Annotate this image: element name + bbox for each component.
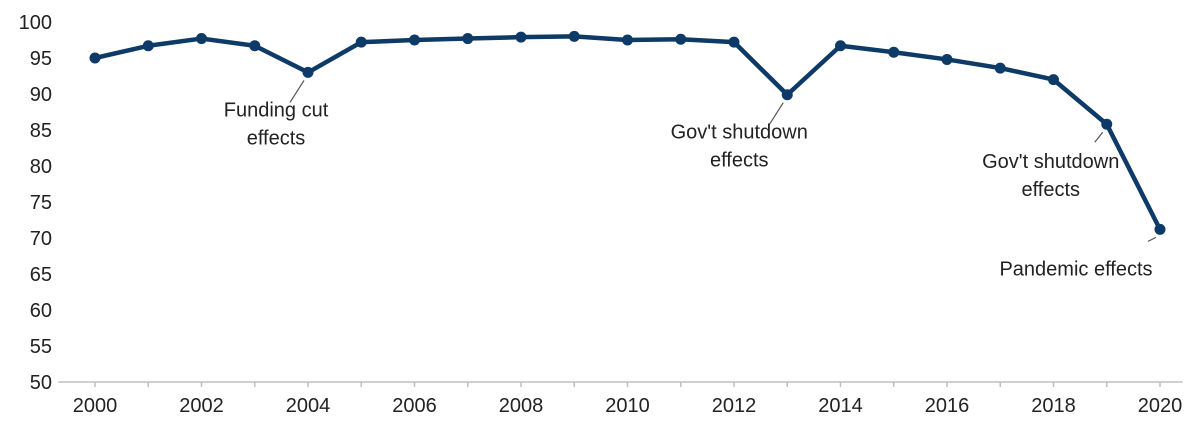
annotation-leader-line xyxy=(1147,236,1157,242)
data-point xyxy=(409,34,420,46)
x-tick-label: 2020 xyxy=(1138,395,1183,416)
y-tick-label: 95 xyxy=(30,48,52,70)
data-point xyxy=(888,46,900,58)
data-point xyxy=(89,52,101,64)
y-tick-label: 55 xyxy=(30,336,52,358)
annotation-label: effects xyxy=(1021,179,1080,201)
annotation-leader-line xyxy=(1094,131,1104,143)
data-point xyxy=(515,31,527,43)
annotation-label: Funding cut xyxy=(224,99,329,121)
x-tick-label: 2004 xyxy=(286,395,331,416)
data-point xyxy=(994,62,1006,74)
annotation: Funding cut effects xyxy=(224,80,329,149)
data-point xyxy=(1101,118,1113,130)
data-point xyxy=(142,40,154,52)
data-point xyxy=(941,53,953,65)
y-tick-label: 80 xyxy=(30,156,52,178)
x-tick-label: 2014 xyxy=(818,395,863,416)
y-tick-label: 85 xyxy=(30,120,52,142)
annotation: Gov't shutdown effects xyxy=(982,131,1119,201)
data-point xyxy=(835,40,846,52)
data-point xyxy=(675,33,687,45)
x-axis-tick-marks xyxy=(94,382,1161,387)
x-tick-label: 2008 xyxy=(499,395,544,416)
y-tick-label: 65 xyxy=(30,264,52,286)
y-axis-ticks: 50 55 60 65 70 75 80 85 90 95 100 xyxy=(19,12,52,394)
annotation: Pandemic effects xyxy=(999,236,1157,280)
annotation-label: effects xyxy=(710,150,769,172)
annotation-label: Gov't shutdown xyxy=(982,151,1119,173)
y-tick-label: 75 xyxy=(30,192,52,214)
annotation-label: effects xyxy=(247,127,306,149)
data-point xyxy=(1154,223,1166,235)
annotation-label: Pandemic effects xyxy=(999,258,1152,280)
series-layer xyxy=(89,30,1166,235)
data-point xyxy=(728,36,740,48)
y-tick-label: 100 xyxy=(19,12,52,34)
data-point xyxy=(781,89,793,101)
data-point xyxy=(196,33,207,45)
annotation: Gov't shutdown effects xyxy=(671,102,808,172)
x-axis-ticks: 2000 2002 2004 2006 2008 2010 2012 2014 2016 2018… xyxy=(73,395,1183,417)
annotation-label: Gov't shutdown xyxy=(671,122,808,144)
x-tick-label: 2016 xyxy=(925,395,970,416)
y-tick-label: 70 xyxy=(30,228,52,250)
data-point xyxy=(355,36,367,48)
x-tick-label: 2006 xyxy=(392,395,437,416)
annotation-leader-line xyxy=(768,102,784,126)
data-point xyxy=(622,34,633,46)
data-point xyxy=(249,40,261,52)
x-tick-label: 2012 xyxy=(712,395,757,416)
x-tick-label: 2010 xyxy=(605,395,650,416)
x-tick-label: 2018 xyxy=(1031,395,1076,416)
data-point xyxy=(462,33,474,45)
data-point xyxy=(302,66,314,78)
data-point xyxy=(1048,74,1059,86)
data-point xyxy=(568,30,580,42)
x-tick-label: 2000 xyxy=(73,395,118,416)
x-tick-label: 2002 xyxy=(179,395,224,416)
annotation-leader-line xyxy=(289,80,305,103)
y-tick-label: 50 xyxy=(30,372,52,394)
y-tick-label: 90 xyxy=(30,84,52,106)
y-tick-label: 60 xyxy=(30,300,52,322)
